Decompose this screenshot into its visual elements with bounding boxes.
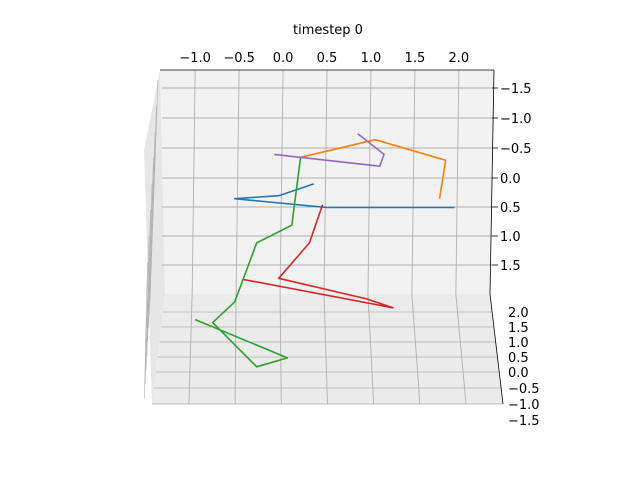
series-lines	[194, 133, 455, 368]
grid-line-vertical	[279, 69, 284, 295]
tick-label-right-upper: 0.0	[500, 172, 521, 187]
grid-line-side	[146, 183, 153, 357]
grid-line-vertical	[191, 69, 196, 295]
grid-line-vertical	[235, 69, 240, 295]
grid-line-vertical	[323, 69, 328, 295]
tick-label-right-upper: −0.5	[500, 142, 532, 157]
tick-label-right-lower: −1.0	[508, 398, 540, 413]
axes-panes	[144, 70, 503, 404]
tick-label-right-upper: 0.5	[500, 201, 521, 216]
axis-line-right-lower	[489, 293, 504, 405]
tick-label-right-lower: −1.5	[508, 414, 540, 429]
grid-line-vertical	[367, 69, 372, 295]
tick-label-top: 0.5	[317, 51, 338, 66]
tick-label-top: 1.0	[361, 51, 382, 66]
tick-label-top: −0.5	[223, 51, 255, 66]
series-line-2	[300, 138, 447, 199]
series-line-4	[243, 204, 394, 309]
tick-label-top: 1.5	[405, 51, 426, 66]
back-pane	[160, 70, 494, 294]
tick-label-right-upper: 1.5	[500, 259, 521, 274]
grid-line-side	[148, 105, 157, 315]
series-line-3	[194, 157, 302, 368]
tick-label-right-lower: 0.0	[508, 366, 529, 381]
tick-label-right-upper: −1.5	[500, 82, 532, 97]
tick-label-right-lower: 1.0	[508, 336, 529, 351]
tick-label-right-lower: 0.5	[508, 351, 529, 366]
grid-line-side	[144, 261, 148, 399]
tick-label-right-lower: −0.5	[508, 382, 540, 397]
tick-label-right-lower: 2.0	[508, 306, 529, 321]
grid-line-vertical	[411, 69, 416, 295]
floor-pane	[152, 294, 503, 404]
series-line-5	[274, 133, 385, 167]
side-pane	[144, 70, 165, 404]
series-line-1	[233, 183, 455, 209]
grid-lines	[144, 69, 503, 405]
grid-line-side	[148, 131, 156, 329]
tick-label-right-upper: −1.0	[500, 112, 532, 127]
tick-label-top: −1.0	[179, 51, 211, 66]
axis-lines	[160, 69, 504, 405]
tick-label-right-lower: 1.5	[508, 321, 529, 336]
grid-line-vertical	[455, 69, 460, 295]
tick-labels: −1.0 −0.5 0.0 0.5 1.0 1.5 2.0−1.5−1.0−0.50.00.…	[179, 51, 539, 429]
axis-line-right	[489, 69, 495, 295]
chart-title: timestep 0	[293, 23, 363, 38]
grid-line-side	[149, 79, 159, 301]
grid-line-side	[145, 209, 151, 371]
grid-line-side	[147, 157, 154, 343]
tick-label-top: 2.0	[448, 51, 469, 66]
tick-label-top: 0.0	[273, 51, 294, 66]
tick-label-right-upper: 1.0	[500, 230, 521, 245]
grid-line-side	[144, 235, 150, 385]
